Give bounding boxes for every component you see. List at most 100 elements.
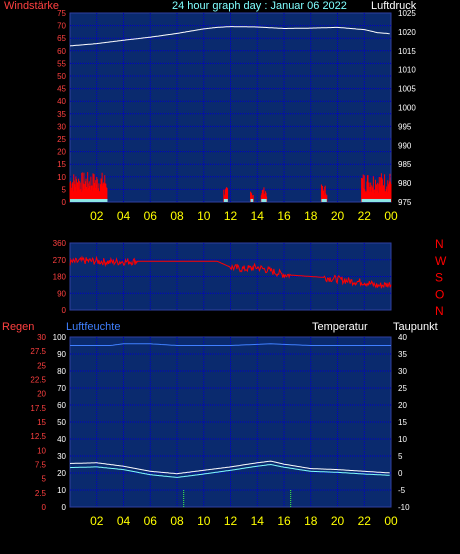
- wind-axis-tick: 65: [57, 34, 66, 43]
- wind-pressure-time-tick: 00: [384, 209, 398, 223]
- temperature-axis-tick: 15: [398, 418, 407, 427]
- temperature-axis-tick: 25: [398, 384, 407, 393]
- humidity-axis-tick: 90: [57, 350, 66, 359]
- wind-axis-tick: 75: [57, 9, 66, 18]
- header-left-label: Windstärke: [4, 0, 60, 12]
- temp-humidity-time-tick: 14: [251, 514, 265, 528]
- temperature-axis-tick: -10: [398, 503, 410, 512]
- temp-humidity-time-tick: 18: [304, 514, 318, 528]
- rain-axis-tick: 0: [42, 503, 47, 512]
- pressure-axis-tick: 1025: [398, 9, 416, 18]
- rain-axis-tick: 22.5: [30, 376, 46, 385]
- taupunkt-label: Taupunkt: [393, 321, 438, 333]
- wind-pressure-time-tick: 22: [358, 209, 372, 223]
- temp-humidity-time-tick: 20: [331, 514, 345, 528]
- wind-pressure-time-tick: 18: [304, 209, 318, 223]
- dewpoint-line: [69, 463, 390, 478]
- compass-label: O: [435, 287, 444, 301]
- direction-axis-tick: 360: [53, 239, 67, 248]
- pressure-axis-tick: 1005: [398, 85, 416, 94]
- wind-pressure-time-tick: 12: [224, 209, 238, 223]
- pressure-axis-tick: 990: [398, 141, 412, 150]
- wind-axis-tick: 0: [62, 198, 67, 207]
- luftfeuchte-label: Luftfeuchte: [66, 321, 121, 333]
- wind-axis-tick: 70: [57, 22, 66, 31]
- temperature-axis-tick: 5: [398, 452, 403, 461]
- pressure-axis-tick: 1010: [398, 66, 416, 75]
- temperature-axis-tick: 40: [398, 333, 407, 342]
- wind-pressure-time-tick: 16: [277, 209, 291, 223]
- temp-humidity-time-tick: 16: [277, 514, 291, 528]
- wind-axis-tick: 60: [57, 47, 66, 56]
- rain-axis-tick: 15: [37, 418, 46, 427]
- header-right-label: Luftdruck: [371, 0, 417, 12]
- pressure-axis-tick: 995: [398, 122, 412, 131]
- wind-axis-tick: 5: [62, 185, 67, 194]
- rain-axis-tick: 2.5: [35, 489, 47, 498]
- wind-axis-tick: 15: [57, 160, 66, 169]
- temp-humidity-time-tick: 22: [358, 514, 372, 528]
- compass-label: S: [435, 271, 443, 285]
- wind-axis-tick: 30: [57, 122, 66, 131]
- humidity-axis-tick: 40: [57, 435, 66, 444]
- pressure-axis-tick: 985: [398, 160, 412, 169]
- wind-gust-area: [70, 198, 108, 202]
- temperature-axis-tick: 10: [398, 435, 407, 444]
- wind-pressure-time-tick: 14: [251, 209, 265, 223]
- humidity-axis-tick: 100: [53, 333, 67, 342]
- wind-axis-tick: 20: [57, 148, 66, 157]
- compass-label: N: [435, 304, 444, 318]
- wind-axis-tick: 10: [57, 173, 66, 182]
- pressure-axis-tick: 1020: [398, 28, 416, 37]
- rain-axis-tick: 27.5: [30, 347, 46, 356]
- wind-axis-tick: 45: [57, 85, 66, 94]
- temperature-axis-tick: 0: [398, 469, 403, 478]
- humidity-axis-tick: 30: [57, 452, 66, 461]
- wind-axis-tick: 25: [57, 135, 66, 144]
- wind-pressure-time-tick: 04: [117, 209, 131, 223]
- pressure-axis-tick: 980: [398, 179, 412, 188]
- rain-axis-tick: 20: [37, 390, 46, 399]
- direction-axis-tick: 270: [53, 256, 67, 265]
- wind-pressure-time-tick: 20: [331, 209, 345, 223]
- wind-gust-area: [321, 198, 327, 202]
- pressure-line: [69, 26, 390, 47]
- pressure-axis-tick: 1015: [398, 47, 416, 56]
- wind-pressure-time-tick: 06: [144, 209, 158, 223]
- compass-label: W: [435, 254, 447, 268]
- direction-axis-tick: 0: [62, 306, 67, 315]
- wind-pressure-time-tick: 02: [90, 209, 104, 223]
- wind-axis-tick: 40: [57, 97, 66, 106]
- wind-axis-tick: 50: [57, 72, 66, 81]
- humidity-line: [70, 343, 391, 346]
- humidity-axis-tick: 70: [57, 384, 66, 393]
- pressure-axis-tick: 975: [398, 198, 412, 207]
- humidity-axis-tick: 20: [57, 469, 66, 478]
- temperature-axis-tick: 20: [398, 401, 407, 410]
- regen-label: Regen: [2, 321, 35, 333]
- humidity-axis-tick: 60: [57, 401, 66, 410]
- temp-humidity-time-tick: 10: [197, 514, 211, 528]
- temp-humidity-time-tick: 00: [384, 514, 398, 528]
- temp-humidity-time-tick: 12: [224, 514, 238, 528]
- temperature-axis-tick: 35: [398, 350, 407, 359]
- wind-gust-area: [261, 198, 267, 202]
- wind-pressure-time-tick: 10: [197, 209, 211, 223]
- temp-humidity-time-tick: 04: [117, 514, 131, 528]
- humidity-axis-tick: 10: [57, 486, 66, 495]
- rain-axis-tick: 30: [37, 333, 46, 342]
- wind-axis-tick: 55: [57, 59, 66, 68]
- rain-axis-tick: 17.5: [30, 404, 46, 413]
- temperature-axis-tick: 30: [398, 367, 407, 376]
- pressure-axis-tick: 1000: [398, 104, 416, 113]
- humidity-axis-tick: 80: [57, 367, 66, 376]
- direction-axis-tick: 90: [57, 289, 66, 298]
- temp-humidity-time-tick: 06: [144, 514, 158, 528]
- temp-humidity-time-tick: 02: [90, 514, 104, 528]
- rain-axis-tick: 5: [42, 475, 47, 484]
- rain-axis-tick: 12.5: [30, 432, 46, 441]
- wind-gust-area: [223, 198, 228, 202]
- wind-gust-area: [250, 198, 254, 202]
- wind-axis-tick: 35: [57, 110, 66, 119]
